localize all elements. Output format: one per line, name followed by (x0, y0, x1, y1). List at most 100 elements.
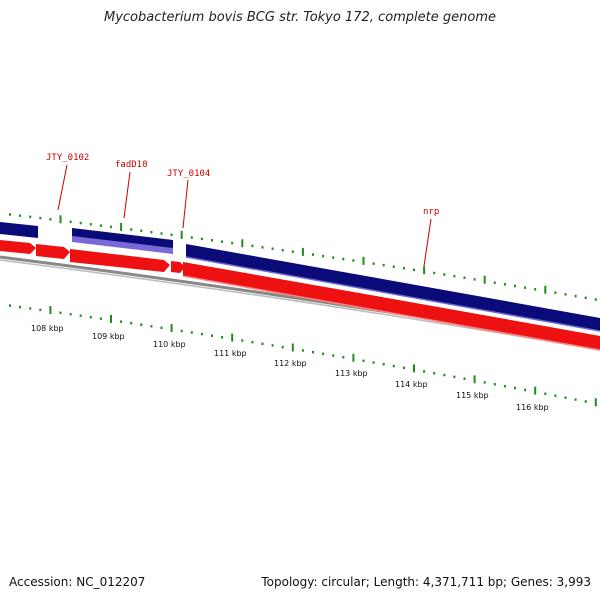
top-track-minor-tick (200, 237, 203, 241)
bottom-track-minor-tick (554, 394, 557, 397)
forward-strand-track (0, 222, 600, 332)
top-tick-track (9, 213, 597, 301)
axis-label-115: 115 kbp (456, 391, 489, 400)
bottom-track-minor-tick (433, 371, 436, 375)
gene-reverse-1[interactable] (0, 240, 36, 254)
bottom-track-minor-tick (130, 321, 133, 325)
top-track-minor-tick (19, 214, 22, 217)
bottom-track-minor-tick (392, 364, 395, 368)
top-track-minor-tick (554, 291, 557, 294)
gene-label-jty0102[interactable]: JTY_0102 (46, 153, 89, 163)
bottom-track-minor-tick (524, 388, 527, 392)
bottom-track-minor-tick (29, 307, 32, 310)
top-track-minor-tick (89, 223, 92, 226)
gene-label-fadd10[interactable]: fadD10 (115, 160, 148, 170)
top-track-minor-tick (352, 259, 355, 262)
bottom-track-minor-tick (301, 349, 304, 352)
bottom-track-minor-tick (251, 340, 254, 344)
top-track-minor-tick (271, 247, 274, 251)
axis-label-113: 113 kbp (335, 369, 368, 378)
leader-jty0102 (57, 164, 68, 211)
top-track-minor-tick (190, 236, 193, 239)
bottom-track-minor-tick (120, 320, 123, 323)
top-track-minor-tick (9, 213, 11, 216)
axis-label-111: 111 kbp (214, 349, 247, 358)
top-track-minor-tick (29, 215, 32, 219)
bottom-track-minor-tick (514, 386, 516, 390)
top-track-minor-tick (514, 284, 516, 288)
bottom-track-major-tick (170, 324, 173, 333)
top-track-minor-tick (110, 225, 112, 229)
top-track-minor-tick (453, 274, 456, 278)
bottom-track-minor-tick (99, 317, 102, 320)
bottom-track-minor-tick (362, 359, 365, 363)
top-track-major-tick (241, 239, 244, 248)
bottom-track-major-tick (352, 353, 355, 362)
top-track-minor-tick (130, 228, 133, 231)
top-track-minor-tick (433, 271, 436, 275)
gene-nrp[interactable] (186, 244, 600, 331)
top-track-minor-tick (443, 273, 446, 276)
accession-text: Accession: NC_012207 (9, 575, 146, 589)
top-track-minor-tick (99, 224, 102, 227)
bottom-track-major-tick (534, 386, 537, 395)
bottom-track-minor-tick (160, 326, 163, 330)
gene-fadD10-highlight (72, 236, 173, 254)
gene-reverse-3[interactable] (70, 249, 170, 272)
axis-labels: 108 kbp 109 kbp 110 kbp 111 kbp 112 kbp … (31, 324, 549, 412)
bottom-track-major-tick (413, 364, 415, 373)
axis-label-110: 110 kbp (153, 340, 186, 349)
bottom-track-minor-tick (180, 329, 183, 333)
gene-labels: JTY_0102 fadD10 JTY_0104 nrp (46, 153, 439, 267)
bottom-track-minor-tick (483, 381, 486, 384)
top-track-minor-tick (221, 240, 224, 243)
gene-reverse-long[interactable] (183, 262, 600, 350)
bottom-tick-track (9, 304, 597, 407)
top-track-minor-tick (281, 248, 284, 252)
top-track-major-tick (544, 285, 547, 294)
bottom-track-minor-tick (372, 361, 375, 364)
top-track-minor-tick (584, 296, 587, 300)
bottom-track-major-tick (594, 398, 597, 407)
leader-jty0104 (182, 179, 189, 229)
top-track-major-tick (59, 215, 62, 224)
leader-fadd10 (123, 171, 131, 219)
top-track-major-tick (423, 266, 426, 275)
bottom-track-minor-tick (221, 336, 224, 339)
top-track-minor-tick (170, 233, 173, 237)
top-track-minor-tick (342, 257, 345, 261)
gene-label-nrp[interactable]: nrp (423, 207, 439, 217)
axis-label-108: 108 kbp (31, 324, 64, 333)
top-track-minor-tick (524, 286, 527, 289)
top-track-minor-tick (160, 232, 163, 235)
bottom-track-minor-tick (564, 396, 567, 399)
bottom-track-minor-tick (493, 383, 496, 386)
top-track-minor-tick (49, 218, 52, 221)
leader-nrp (423, 218, 432, 267)
top-track-major-tick (180, 230, 183, 239)
genome-summary-text: Topology: circular; Length: 4,371,711 bp… (261, 575, 591, 589)
bottom-track-minor-tick (574, 398, 577, 401)
top-track-minor-tick (392, 265, 395, 268)
top-track-major-tick (120, 222, 123, 231)
gene-label-jty0104[interactable]: JTY_0104 (167, 169, 210, 179)
gene-reverse-2[interactable] (36, 244, 70, 259)
top-track-minor-tick (463, 276, 466, 280)
top-track-minor-tick (372, 262, 375, 265)
axis-label-109: 109 kbp (92, 332, 125, 341)
bottom-track-minor-tick (584, 400, 587, 403)
gene-forward-1[interactable] (0, 222, 38, 238)
bottom-track-minor-tick (544, 392, 547, 396)
top-track-minor-tick (261, 246, 264, 249)
bottom-track-minor-tick (69, 312, 72, 316)
gene-reverse-4[interactable] (171, 261, 185, 273)
bottom-track-minor-tick (453, 375, 456, 379)
bottom-track-minor-tick (463, 377, 466, 380)
top-track-minor-tick (322, 254, 325, 258)
top-track-minor-tick (503, 283, 506, 286)
bottom-track-minor-tick (402, 366, 405, 370)
top-track-minor-tick (231, 241, 234, 245)
bottom-track-minor-tick (423, 370, 426, 373)
bottom-track-major-tick (473, 375, 476, 384)
